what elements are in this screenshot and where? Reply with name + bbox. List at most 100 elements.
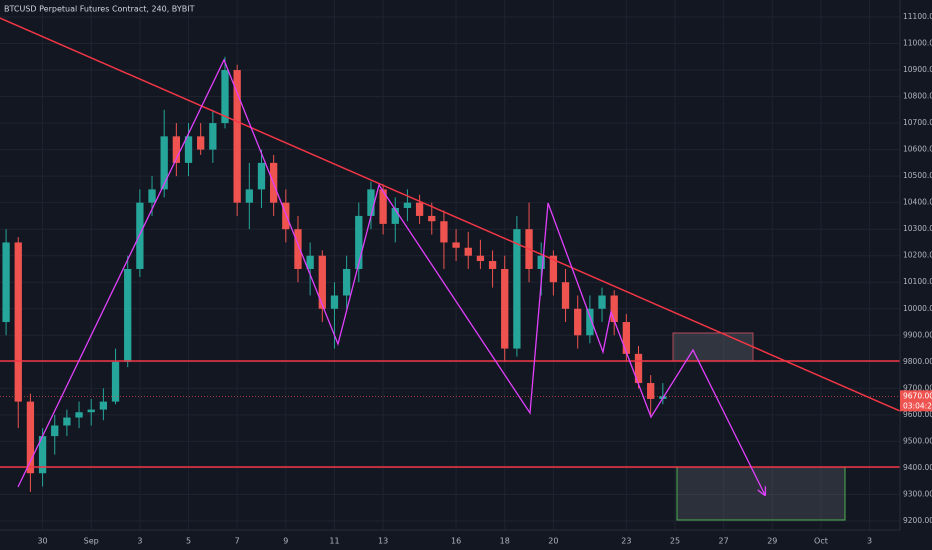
x-tick-label: 13 — [378, 537, 388, 546]
candle-body — [306, 255, 314, 269]
candle-body — [488, 261, 497, 269]
time-axis — [0, 530, 932, 550]
candle-body — [233, 70, 241, 203]
x-tick-label: 3 — [867, 537, 872, 546]
candle-body — [282, 202, 290, 230]
candle-body — [561, 282, 570, 309]
x-tick-label: 5 — [186, 537, 191, 546]
x-tick-label: 25 — [670, 537, 680, 546]
candle-body — [318, 255, 326, 309]
y-tick-label: 9500.00 — [903, 436, 932, 445]
x-tick-label: 7 — [235, 537, 240, 546]
x-tick-label: 11 — [329, 537, 339, 546]
candle-body — [476, 255, 485, 262]
y-tick-label: 9700.00 — [903, 383, 932, 392]
y-tick-label: 9900.00 — [903, 330, 932, 339]
countdown-label: 03:04:27 — [903, 401, 932, 410]
trend-line — [0, 17, 932, 426]
candle-body — [26, 401, 35, 474]
candle-body — [367, 189, 375, 216]
candle-body — [342, 268, 351, 296]
candle-body — [75, 412, 83, 418]
candle-body — [464, 247, 472, 256]
x-tick-label: Sep — [84, 537, 99, 546]
candle-body — [172, 136, 180, 163]
candle-body — [111, 361, 120, 402]
candle-body — [87, 409, 95, 413]
y-tick-label: 9400.00 — [903, 463, 932, 472]
candle-body — [257, 162, 266, 190]
candle-body — [647, 383, 655, 399]
candle-body — [391, 207, 399, 224]
candle-body — [379, 189, 387, 224]
y-tick-label: 10700.00 — [903, 118, 932, 127]
y-tick-label: 9200.00 — [903, 516, 932, 525]
price-axis — [900, 0, 932, 550]
y-tick-label: 11100.00 — [903, 12, 932, 21]
drawings — [0, 17, 932, 521]
target-zone — [672, 332, 754, 362]
candle-body — [403, 202, 412, 208]
y-tick-label: 11000.00 — [903, 39, 932, 48]
candle-body — [245, 189, 253, 203]
candle-body — [537, 255, 545, 269]
candle-body — [415, 202, 424, 216]
candle-body — [209, 123, 217, 150]
last-price-tag — [900, 390, 932, 412]
y-tick-label: 10100.00 — [903, 277, 932, 286]
y-tick-label: 10900.00 — [903, 65, 932, 74]
candle-body — [513, 229, 521, 349]
y-tick-label: 10000.00 — [903, 304, 932, 313]
x-tick-label: 20 — [548, 537, 558, 546]
wave-path — [17, 58, 765, 495]
candle-body — [148, 189, 156, 203]
x-tick-label: Oct — [814, 537, 828, 546]
y-tick-label: 10200.00 — [903, 251, 932, 260]
candle-body — [574, 308, 582, 336]
candle-body — [2, 242, 10, 323]
candle-body — [355, 215, 363, 269]
y-tick-label: 10600.00 — [903, 145, 932, 154]
candle-body — [99, 401, 108, 410]
candle-body — [221, 70, 229, 124]
candle-body — [598, 295, 606, 309]
candle-body — [549, 255, 558, 283]
candle-body — [184, 136, 193, 163]
chart-title: BTCUSD Perpetual Futures Contract, 240, … — [4, 5, 195, 14]
candle-body — [440, 221, 448, 243]
x-tick-label: 18 — [500, 537, 510, 546]
candle-body — [63, 417, 71, 426]
x-tick-label: 9 — [283, 537, 288, 546]
candle-body — [610, 295, 618, 323]
x-tick-label: 16 — [451, 537, 461, 546]
last-price-label: 9670.00 — [903, 391, 932, 400]
candle-body — [14, 242, 22, 402]
candle-body — [622, 322, 630, 354]
y-tick-label: 9300.00 — [903, 489, 932, 498]
candle-body — [160, 136, 168, 190]
y-tick-label: 10300.00 — [903, 224, 932, 233]
y-tick-label: 9600.00 — [903, 410, 932, 419]
x-tick-label: 29 — [767, 537, 777, 546]
candle-body — [124, 268, 132, 362]
x-tick-label: 3 — [137, 537, 142, 546]
target-zone — [676, 466, 846, 521]
y-tick-label: 10500.00 — [903, 171, 932, 180]
y-tick-label: 10400.00 — [903, 198, 932, 207]
x-tick-label: 23 — [621, 537, 631, 546]
candle-body — [330, 295, 339, 309]
candle-body — [501, 268, 509, 349]
candle-body — [294, 229, 302, 269]
candle-body — [428, 215, 436, 222]
y-tick-label: 9800.00 — [903, 357, 932, 366]
candle-body — [197, 136, 205, 150]
candle-body — [51, 425, 59, 437]
candle-body — [38, 436, 47, 474]
x-tick-label: 27 — [719, 537, 729, 546]
candle-body — [634, 353, 643, 384]
y-tick-label: 10800.00 — [903, 92, 932, 101]
candle-body — [452, 242, 460, 248]
x-tick-label: 30 — [37, 537, 47, 546]
candle-body — [586, 308, 594, 336]
